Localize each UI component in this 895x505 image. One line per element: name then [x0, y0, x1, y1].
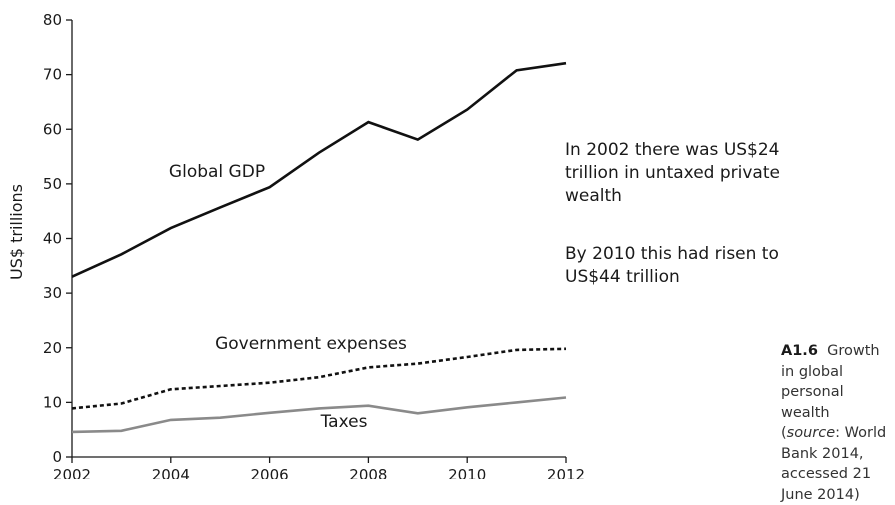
y-tick-label: 40 [43, 230, 62, 248]
y-tick-label: 20 [43, 339, 62, 357]
figure-number: A1.6 [781, 343, 818, 359]
y-tick-label: 50 [43, 175, 62, 193]
x-tick-label: 2006 [251, 466, 289, 479]
caption-source-word: source [786, 425, 836, 441]
y-tick-label: 70 [43, 66, 62, 84]
y-tick-label: 80 [43, 11, 62, 29]
series-label-global-gdp: Global GDP [169, 162, 265, 182]
chart-axes [71, 20, 566, 458]
annotation-untaxed-wealth-2010: By 2010 this had risen to US$44 trillion [565, 244, 779, 287]
y-axis-ticks: 0 10 20 30 40 50 60 70 80 [43, 11, 72, 466]
x-tick-label: 2002 [53, 466, 91, 479]
x-tick-label: 2010 [448, 466, 486, 479]
annotation-untaxed-wealth-2002: In 2002 there was US$24 trillion in unta… [565, 140, 780, 206]
series-label-government-expenses: Government expenses [215, 334, 407, 354]
y-tick-label: 0 [52, 448, 62, 466]
series-line-global-gdp [71, 61, 567, 278]
x-tick-label: 2004 [152, 466, 190, 479]
figure-caption: A1.6 Growth in global personal wealth (s… [781, 341, 893, 505]
y-tick-label: 10 [43, 393, 62, 411]
series-labels: Global GDP Government expenses Taxes [169, 162, 407, 432]
x-tick-label: 2008 [349, 466, 387, 479]
series-line-government-expenses [71, 347, 567, 410]
chart-series [71, 61, 567, 434]
x-axis-ticks: 2002 2004 2006 2008 2010 2012 [53, 457, 585, 479]
x-tick-label: 2012 [547, 466, 585, 479]
y-axis-label: US$ trillions [7, 184, 26, 280]
y-tick-label: 60 [43, 120, 62, 138]
series-label-taxes: Taxes [320, 412, 368, 432]
y-tick-label: 30 [43, 284, 62, 302]
caption-text-before: Growth in global personal wealth ( [781, 343, 880, 441]
series-line-taxes [71, 396, 567, 434]
